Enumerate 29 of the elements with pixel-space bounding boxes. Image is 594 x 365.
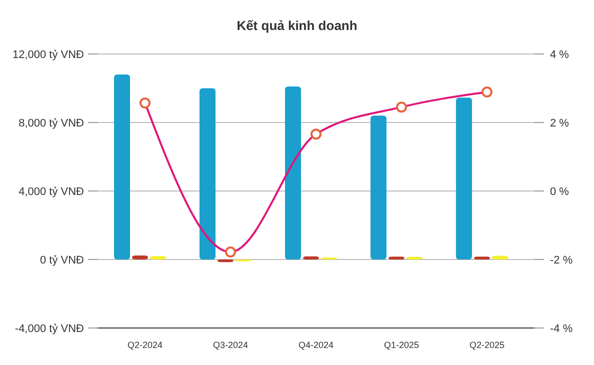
y2-tick-label: -4 % — [550, 322, 573, 335]
bar — [200, 88, 216, 260]
y2-tick-label: -2 % — [550, 254, 573, 266]
bar — [303, 256, 319, 260]
y-tick-label: -4,000 tỷ VNĐ — [14, 322, 84, 335]
x-tick-label: Q2-2024 — [128, 340, 163, 350]
y2-tick-label: 4 % — [550, 48, 570, 61]
x-tick-label: Q4-2024 — [298, 340, 334, 350]
y2-tick-label: 0 % — [550, 186, 570, 198]
bar — [388, 256, 404, 260]
y-tick-label: 4,000 tỷ VNĐ — [18, 186, 84, 198]
bar — [370, 116, 386, 260]
bar — [456, 98, 472, 260]
bar — [406, 256, 422, 260]
bar — [474, 256, 490, 260]
bar — [132, 256, 148, 260]
bar — [218, 260, 234, 262]
y-tick-label: 12,000 tỷ VNĐ — [12, 48, 84, 61]
x-tick-label: Q1-2025 — [384, 340, 420, 350]
y-tick-label: 8,000 tỷ VNĐ — [18, 117, 84, 130]
chart-title: Kết quả kinh doanh — [236, 18, 358, 33]
y2-tick-label: 2 % — [550, 117, 570, 130]
bar — [285, 86, 301, 260]
x-tick-label: Q3-2024 — [212, 340, 248, 350]
x-tick-label: Q2-2025 — [469, 340, 504, 350]
y-tick-label: 0 tỷ VNĐ — [40, 254, 84, 266]
bar — [114, 74, 130, 260]
bar — [492, 256, 508, 260]
bar — [150, 256, 166, 260]
